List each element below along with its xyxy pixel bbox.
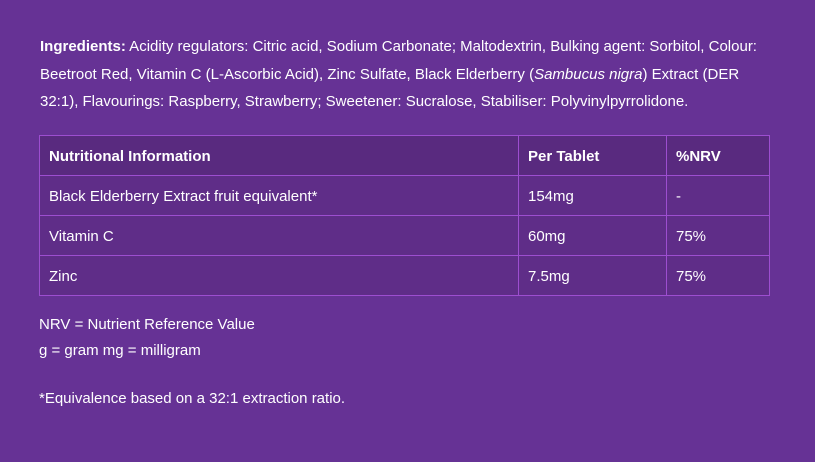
column-header-per-tablet: Per Tablet xyxy=(518,135,667,176)
table-row-vitamin-c: Vitamin C 60mg 75% xyxy=(39,215,770,256)
column-header-nrv: %NRV xyxy=(666,135,770,176)
nrv-cell: - xyxy=(666,175,770,216)
equivalence-note: *Equivalence based on a 32:1 extraction … xyxy=(39,390,346,407)
per-tablet-cell: 154mg xyxy=(518,175,667,216)
species-name: Sambucus nigra xyxy=(534,65,643,83)
ingredients-text-before-species: Acidity regulators: Citric acid, Sodium … xyxy=(40,38,757,83)
ingredients-paragraph: Ingredients: Acidity regulators: Citric … xyxy=(40,33,777,116)
nutrient-cell: Black Elderberry Extract fruit equivalen… xyxy=(39,175,519,216)
ingredients-text-after-species: ) Extract (DER 32:1), Flavourings: Raspb… xyxy=(40,65,740,111)
table-row-black-elderberry: Black Elderberry Extract fruit equivalen… xyxy=(39,175,770,216)
per-tablet-cell: 60mg xyxy=(518,215,667,256)
unit-definitions-note: g = gram mg = milligram xyxy=(39,342,201,359)
table-row-zinc: Zinc 7.5mg 75% xyxy=(39,255,770,296)
nrv-cell: 75% xyxy=(666,255,770,296)
table-header-row: Nutritional Information Per Tablet %NRV xyxy=(39,135,770,176)
nrv-definition-note: NRV = Nutrient Reference Value xyxy=(39,316,255,333)
nutrition-table: Nutritional Information Per Tablet %NRV … xyxy=(39,135,770,296)
per-tablet-cell: 7.5mg xyxy=(518,255,667,296)
definitions-notes: NRV = Nutrient Reference Value g = gram … xyxy=(39,312,255,364)
nutrient-cell: Zinc xyxy=(39,255,519,296)
nutrient-cell: Vitamin C xyxy=(39,215,519,256)
ingredients-label: Ingredients: xyxy=(40,38,126,55)
nrv-cell: 75% xyxy=(666,215,770,256)
column-header-nutritional-information: Nutritional Information xyxy=(39,135,519,176)
